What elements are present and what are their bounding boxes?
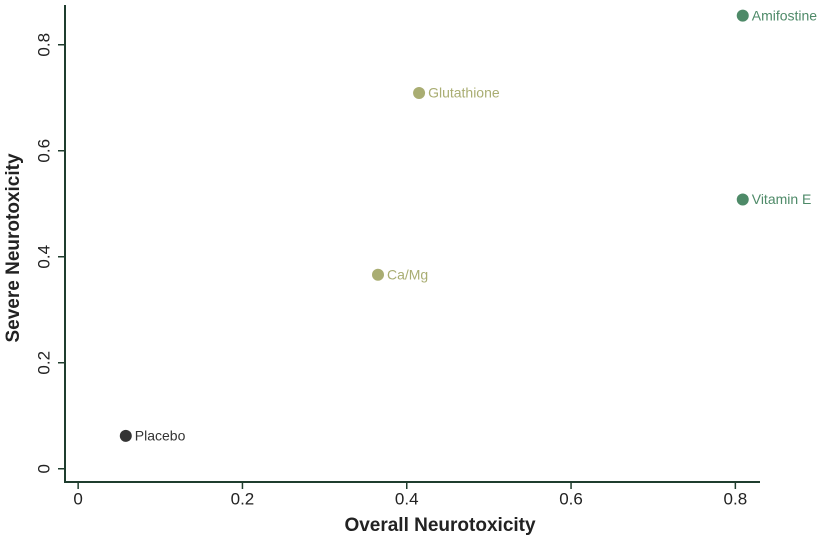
point bbox=[413, 86, 426, 99]
point-label: Vitamin E bbox=[752, 191, 812, 207]
x-tick-label: 0 bbox=[73, 489, 82, 508]
point bbox=[371, 268, 384, 281]
point-label: Glutathione bbox=[428, 85, 500, 101]
x-axis-title: Overall Neurotoxicity bbox=[344, 515, 536, 536]
y-tick-label: 0.2 bbox=[34, 351, 53, 375]
x-tick-label: 0.8 bbox=[724, 489, 748, 508]
x-tick-label: 0.6 bbox=[559, 489, 583, 508]
point bbox=[736, 9, 749, 22]
y-tick-label: 0 bbox=[34, 464, 53, 473]
point bbox=[119, 429, 132, 442]
x-tick-label: 0.2 bbox=[231, 489, 255, 508]
y-tick-label: 0.6 bbox=[34, 139, 53, 163]
point-label: Placebo bbox=[135, 428, 186, 444]
point-label: Ca/Mg bbox=[387, 266, 428, 282]
y-axis-title: Severe Neurotoxicity bbox=[3, 153, 24, 342]
point bbox=[736, 193, 749, 206]
y-tick-label: 0.4 bbox=[34, 245, 53, 269]
point-label: Amifostine bbox=[752, 7, 818, 23]
y-tick-label: 0.8 bbox=[34, 33, 53, 57]
x-tick-label: 0.4 bbox=[395, 489, 419, 508]
